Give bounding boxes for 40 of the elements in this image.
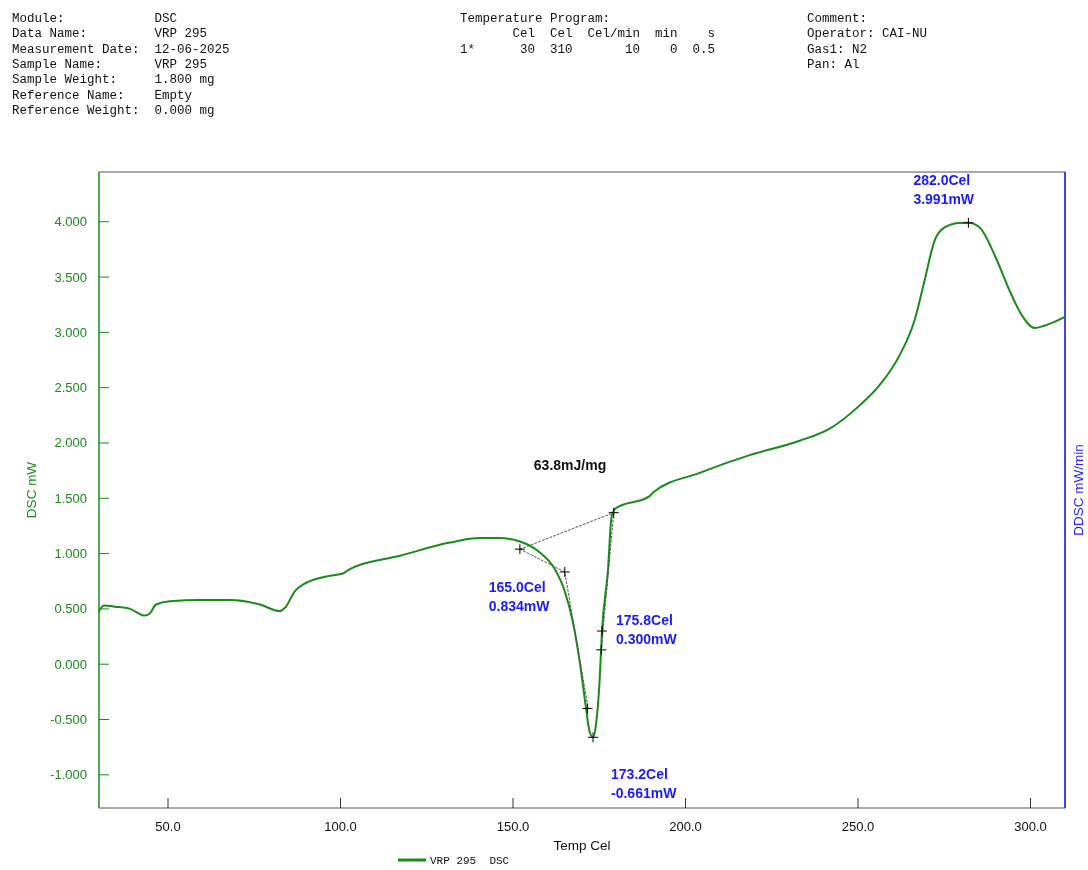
y-tick-label: 2.000 [54, 435, 87, 451]
x-tick-label: 150.0 [496, 819, 530, 834]
y-tick-label: 3.000 [54, 324, 87, 340]
y-axis-title: DSC mW [24, 461, 39, 519]
x-tick-label: 50.0 [155, 819, 181, 834]
text: Module: DSC [12, 12, 178, 26]
text: Data Name: VRP 295 [12, 27, 208, 42]
text: Pan: Al [807, 57, 860, 72]
text: Sample Name: VRP 295 [12, 57, 208, 72]
y-tick-label: -1.000 [50, 767, 87, 783]
text: Measurement Date: 12-06-2025 [12, 42, 230, 57]
text: Comment: [807, 12, 868, 26]
y-tick-label: 2.500 [54, 380, 87, 396]
x-tick-label: 300.0 [1014, 819, 1047, 834]
text: Gas1: N2 [807, 42, 868, 57]
text: 1* 30 310 10 0 0.5 [460, 42, 716, 57]
annotation: 165.0Cel 0.834mW [488, 578, 551, 614]
x-tick-label: 200.0 [669, 819, 702, 834]
x-axis-title: Temp Cel [553, 838, 611, 853]
text: Operator: CAI-NU [807, 27, 928, 42]
annotation: 175.8Cel 0.300mW [616, 612, 678, 648]
y-tick-label: 1.500 [54, 490, 87, 506]
text: Reference Weight: 0.000 mg [12, 103, 215, 118]
text: Temperature Program: [460, 12, 611, 26]
annotation: 63.8mJ/mg [533, 457, 607, 473]
y-tick-label: 3.500 [54, 269, 87, 285]
y2-axis-title: DDSC mW/min [1071, 444, 1086, 536]
annotation: 173.2Cel -0.661mW [611, 766, 678, 802]
y-tick-label: 1.000 [54, 546, 87, 562]
legend-label: VRP 295 DSC [430, 855, 510, 867]
annotation: 282.0Cel 3.991mW [913, 171, 975, 207]
y-tick-label: 0.500 [54, 601, 87, 617]
x-tick-label: 250.0 [841, 819, 875, 834]
y-tick-label: 4.000 [54, 214, 87, 230]
y-tick-label: -0.500 [50, 712, 87, 728]
text: Reference Name: Empty [12, 88, 193, 103]
x-tick-label: 100.0 [324, 819, 357, 834]
text: Sample Weight: 1.800 mg [12, 73, 215, 88]
text: Cel Cel Cel/min min s [460, 27, 716, 42]
y-tick-label: 0.000 [54, 656, 87, 672]
